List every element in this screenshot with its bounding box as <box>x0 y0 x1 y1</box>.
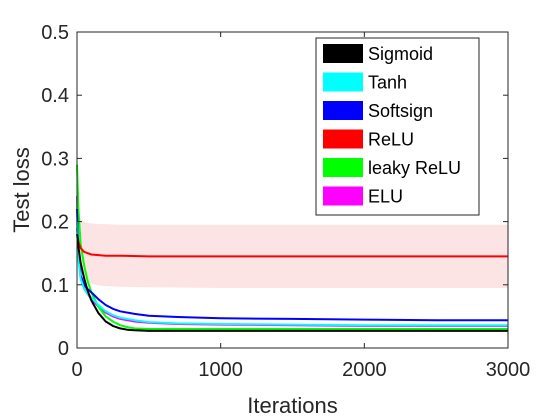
x-axis-label: Iterations <box>247 393 338 418</box>
tick-labels: 0 1000 2000 3000 0 0.1 0.2 0.3 0.4 0.5 <box>41 22 530 381</box>
legend-label-softsign: Softsign <box>368 101 433 121</box>
legend-swatch-leaky-relu <box>323 158 363 177</box>
confidence-bands <box>77 209 508 288</box>
legend-label-relu: ReLU <box>368 130 414 150</box>
series-line-leaky-relu <box>76 164 508 330</box>
series-line-softsign <box>76 208 508 322</box>
legend: Sigmoid Tanh Softsign ReLU leaky ReLU ELU <box>315 37 480 216</box>
y-tick-label: 0 <box>58 338 69 360</box>
legend-swatch-tanh <box>323 72 363 92</box>
legend-swatch-softsign <box>323 101 363 120</box>
series-line-relu <box>76 227 508 258</box>
series-line-tanh <box>76 221 508 327</box>
legend-swatch-relu <box>323 129 363 149</box>
legend-label-sigmoid: Sigmoid <box>368 44 433 64</box>
x-tick-label: 3000 <box>486 359 531 381</box>
legend-swatch-elu <box>323 186 363 206</box>
y-tick-label: 0.4 <box>41 85 69 107</box>
axes <box>76 31 509 349</box>
legend-label-leaky-relu: leaky ReLU <box>368 158 461 178</box>
series-lines <box>76 164 508 332</box>
legend-box <box>315 37 480 216</box>
legend-label-elu: ELU <box>368 187 403 207</box>
y-tick-label: 0.5 <box>41 22 69 44</box>
x-tick-label: 0 <box>71 359 82 381</box>
y-axis-label: Test loss <box>9 147 34 233</box>
series-line-sigmoid <box>76 234 508 332</box>
plot-frame <box>76 31 509 349</box>
legend-swatch-sigmoid <box>323 44 363 63</box>
y-tick-label: 0.2 <box>41 212 69 234</box>
band-relu <box>77 209 508 288</box>
x-tick-label: 2000 <box>342 359 387 381</box>
y-tick-label: 0.3 <box>41 148 69 170</box>
y-tick-label: 0.1 <box>41 275 69 297</box>
legend-label-tanh: Tanh <box>368 73 407 93</box>
x-tick-label: 1000 <box>198 359 243 381</box>
